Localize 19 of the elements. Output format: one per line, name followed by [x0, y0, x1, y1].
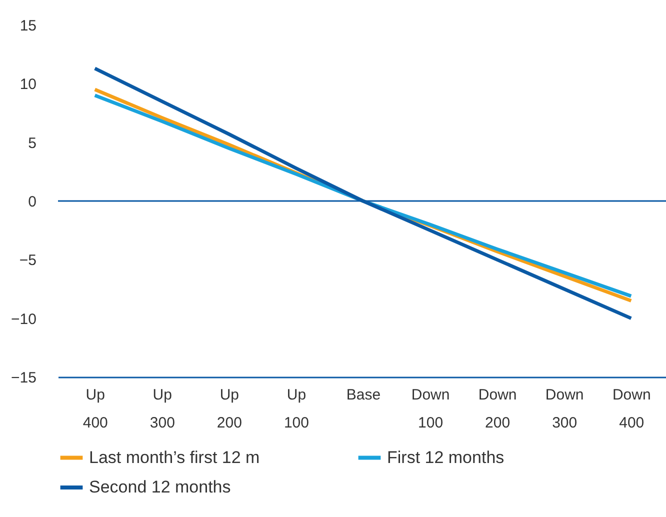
y-tick-label: 15: [20, 18, 36, 34]
legend-label: Second 12 months: [89, 478, 231, 496]
x-tick-label: Down 400: [612, 386, 651, 432]
x-tick-label: Up 300: [150, 386, 175, 432]
y-tick-label: 10: [20, 76, 36, 94]
y-tick-label: −15: [11, 370, 36, 386]
y-tick-label: −10: [11, 310, 36, 328]
x-tick-label: Base: [346, 386, 381, 404]
y-tick-label: 0: [28, 194, 36, 210]
x-tick-label: Down 100: [411, 386, 450, 432]
x-tick-label: Up 100: [284, 386, 309, 432]
x-tick-label: Down 200: [478, 386, 517, 432]
x-tick-label: Down 300: [545, 386, 584, 432]
y-tick-label: −5: [19, 252, 36, 270]
legend-label: First 12 months: [387, 448, 504, 467]
x-tick-label: Up 400: [82, 386, 108, 432]
y-tick-label: 5: [28, 134, 36, 152]
legend-label: Last month’s first 12 m: [89, 448, 260, 467]
x-tick-label: Up 200: [216, 386, 242, 432]
